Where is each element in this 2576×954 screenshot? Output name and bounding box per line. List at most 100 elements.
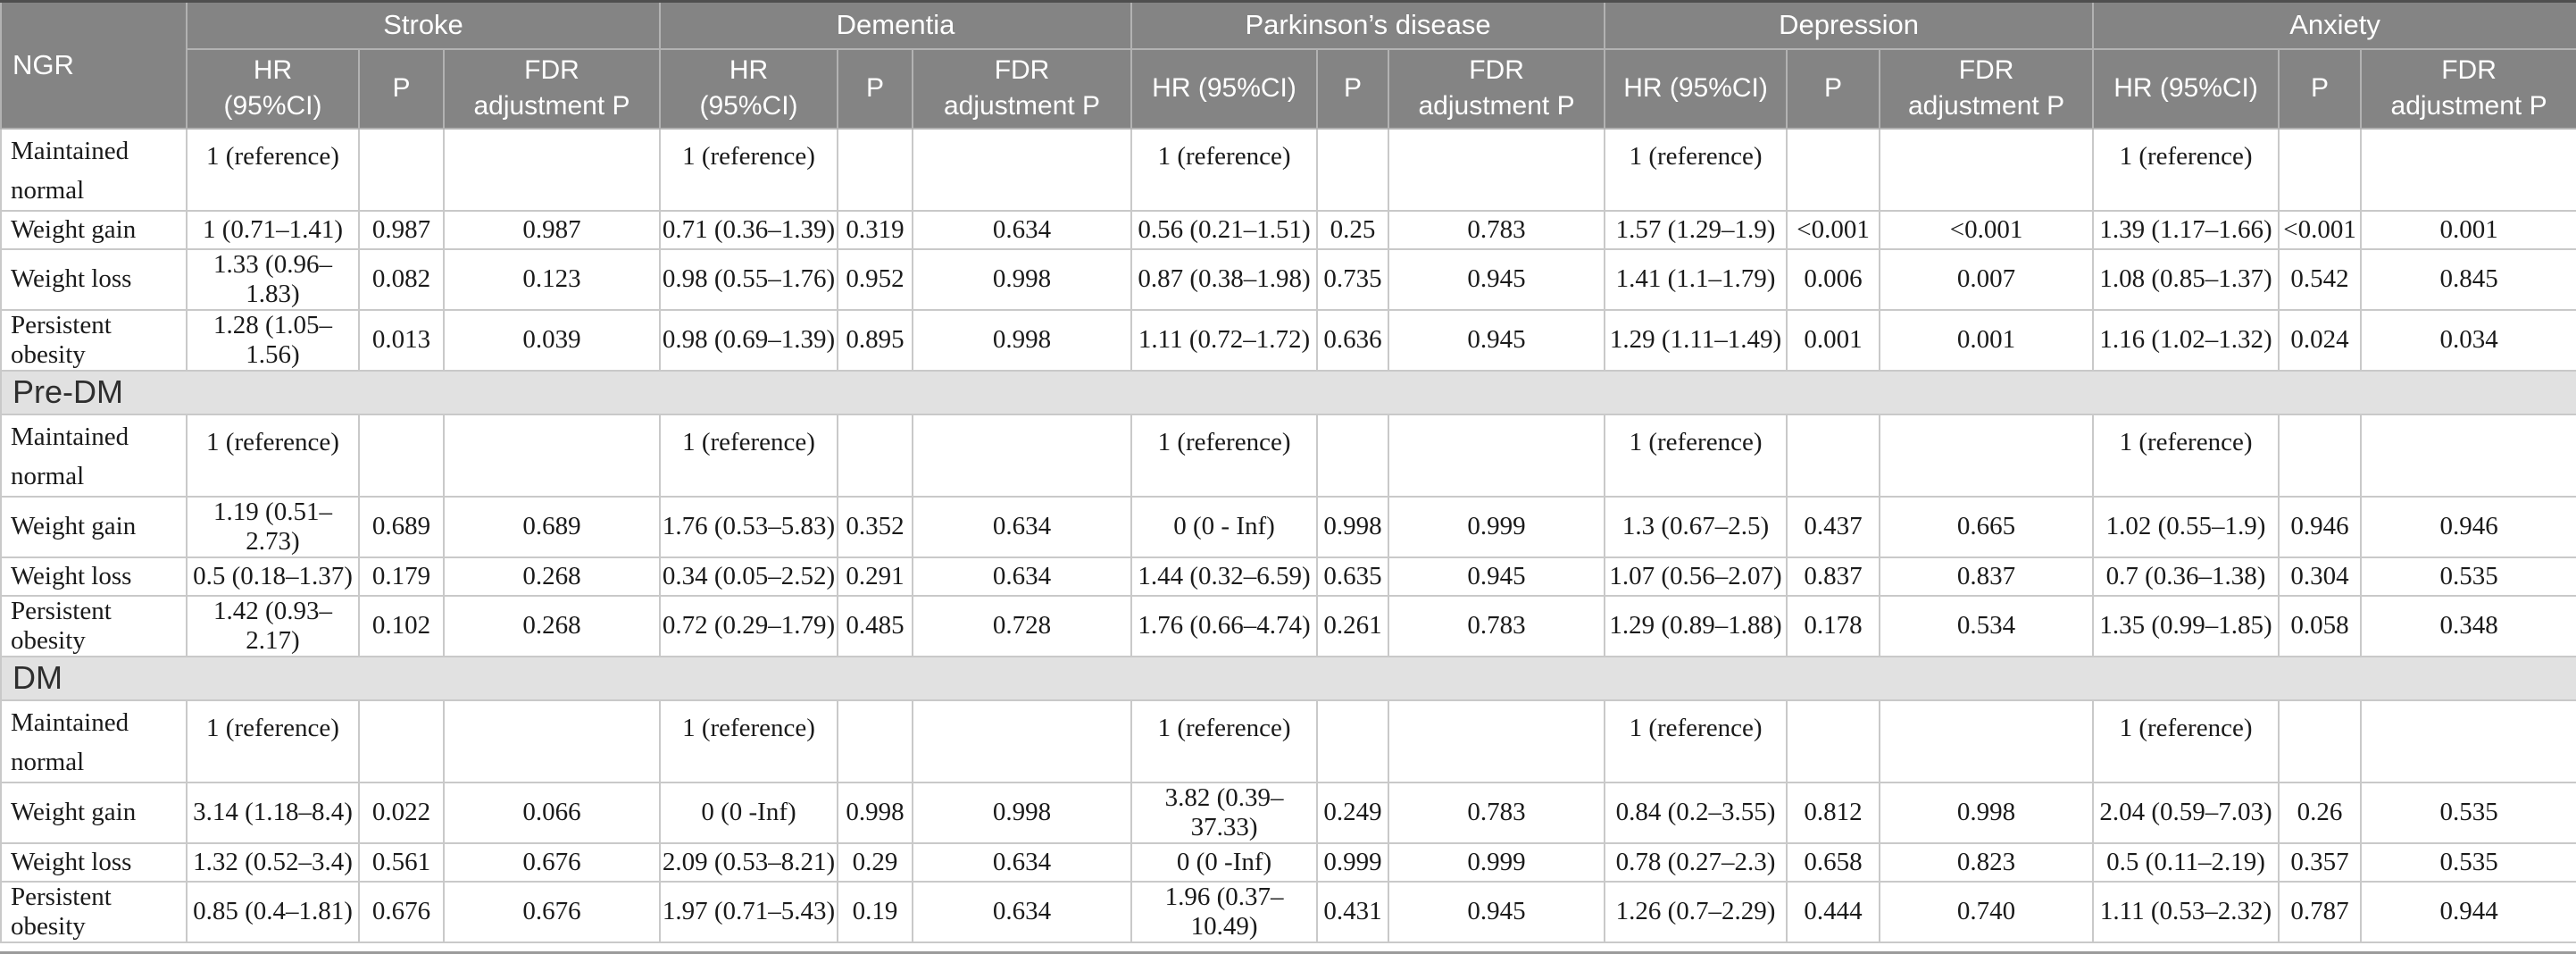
hr-cell: 0.84 (0.2–3.55) <box>1604 781 1788 844</box>
fdr-cell: 0.945 <box>1388 308 1606 372</box>
hr-cell: 1 (reference) <box>659 413 839 498</box>
section-band-dm: DM <box>0 655 2576 701</box>
p-cell: 0.352 <box>837 495 914 558</box>
fdr-cell: <0.001 <box>1879 209 2095 250</box>
p-cell: 0.437 <box>1786 495 1881 558</box>
hr-cell: 1 (reference) <box>2092 127 2280 212</box>
p-cell <box>2278 413 2363 498</box>
subheader-p-stroke: P <box>358 47 445 130</box>
hr-cell: 1 (reference) <box>1130 699 1319 783</box>
fdr-cell <box>2360 127 2576 212</box>
hr-cell: 2.09 (0.53–8.21) <box>659 841 839 883</box>
fdr-cell <box>912 699 1133 783</box>
fdr-cell: 0.676 <box>442 841 662 883</box>
row-label: Persistent obesity <box>0 308 188 372</box>
fdr-cell: 0.001 <box>1879 308 2095 372</box>
fdr-cell <box>1388 699 1606 783</box>
subheader-p-parkinsons: P <box>1316 47 1390 130</box>
fdr-cell <box>442 127 662 212</box>
p-cell <box>1316 699 1390 783</box>
row-label: Weight loss <box>0 841 188 883</box>
hr-cell: 0.87 (0.38–1.98) <box>1130 247 1319 311</box>
p-cell: 0.001 <box>1786 308 1881 372</box>
p-cell: 0.431 <box>1316 880 1390 943</box>
hr-cell: 1.32 (0.52–3.4) <box>186 841 360 883</box>
table-row: Weight loss 1.32 (0.52–3.4) 0.561 0.676 2.09… <box>0 841 2576 883</box>
p-cell: 0.787 <box>2278 880 2363 943</box>
hr-cell: 1.29 (1.11–1.49) <box>1604 308 1788 372</box>
subheader-fdr-line1: FDR <box>1469 54 1524 85</box>
p-cell <box>1316 127 1390 212</box>
fdr-cell: 0.039 <box>442 308 662 372</box>
fdr-cell: 0.066 <box>442 781 662 844</box>
p-cell <box>1786 413 1881 498</box>
hr-cell: 1 (reference) <box>1604 127 1788 212</box>
fdr-cell: 0.740 <box>1879 880 2095 943</box>
subheader-p-depression: P <box>1786 47 1881 130</box>
p-cell: 0.658 <box>1786 841 1881 883</box>
table-bottom-rule <box>0 950 2576 954</box>
section-band-pre-dm: Pre-DM <box>0 369 2576 415</box>
p-cell <box>837 413 914 498</box>
fdr-cell: 0.665 <box>1879 495 2095 558</box>
hr-cell: 0.78 (0.27–2.3) <box>1604 841 1788 883</box>
table-row: Weight loss 1.33 (0.96–1.83) 0.082 0.123 0.9… <box>0 247 2576 311</box>
fdr-cell: 0.123 <box>442 247 662 311</box>
subheader-hr-line1: HR <box>729 54 769 85</box>
corner-header-ngr: NGR <box>0 0 188 130</box>
subheader-fdr-line2: adjustment P <box>2390 91 2547 121</box>
subheader-fdr-line2: adjustment P <box>1908 91 2065 121</box>
hr-cell: 1 (reference) <box>186 127 360 212</box>
hr-cell: 1 (reference) <box>2092 413 2280 498</box>
p-cell: 0.249 <box>1316 781 1390 844</box>
p-cell: 0.999 <box>1316 841 1390 883</box>
subheader-fdr-line1: FDR <box>524 54 579 85</box>
p-cell: 0.102 <box>358 594 445 657</box>
group-header-row: NGR Stroke Dementia Parkinson’s disease … <box>0 0 2576 130</box>
hr-cell: 0.56 (0.21–1.51) <box>1130 209 1319 250</box>
hr-cell: 0.5 (0.18–1.37) <box>186 556 360 597</box>
subheader-p-dementia: P <box>837 47 914 130</box>
fdr-cell: 0.845 <box>2360 247 2576 311</box>
fdr-cell: 0.634 <box>912 841 1133 883</box>
fdr-cell: 0.634 <box>912 556 1133 597</box>
fdr-cell <box>912 127 1133 212</box>
p-cell <box>1786 699 1881 783</box>
hr-cell: 1.3 (0.67–2.5) <box>1604 495 1788 558</box>
p-cell: 0.895 <box>837 308 914 372</box>
hr-cell: 3.82 (0.39–37.33) <box>1130 781 1319 844</box>
row-label: Weight gain <box>0 209 188 250</box>
subheader-fdr-line1: FDR <box>994 54 1050 85</box>
hr-cell: 1.35 (0.99–1.85) <box>2092 594 2280 657</box>
p-cell: 0.998 <box>837 781 914 844</box>
p-cell <box>2278 127 2363 212</box>
hr-cell: 1 (reference) <box>1130 413 1319 498</box>
subheader-fdr-depression: FDR adjustment P <box>1879 47 2095 130</box>
row-label: Persistent obesity <box>0 880 188 943</box>
hr-cell: 1.07 (0.56–2.07) <box>1604 556 1788 597</box>
fdr-cell <box>442 413 662 498</box>
hr-cell: 1.96 (0.37–10.49) <box>1130 880 1319 943</box>
fdr-cell: 0.268 <box>442 556 662 597</box>
fdr-cell: 0.823 <box>1879 841 2095 883</box>
table-row: Weight gain 3.14 (1.18–8.4) 0.022 0.066 0 (0… <box>0 781 2576 844</box>
subheader-fdr-anxiety: FDR adjustment P <box>2360 47 2576 130</box>
fdr-cell <box>442 699 662 783</box>
subheader-hr-line2: (95%CI) <box>223 91 322 121</box>
hr-cell: 1.42 (0.93–2.17) <box>186 594 360 657</box>
table-row: Persistent obesity 1.28 (1.05–1.56) 0.013 0… <box>0 308 2576 372</box>
fdr-cell <box>912 413 1133 498</box>
hr-cell: 1 (reference) <box>1604 699 1788 783</box>
p-cell: 0.812 <box>1786 781 1881 844</box>
p-cell: 0.024 <box>2278 308 2363 372</box>
fdr-cell: 0.534 <box>1879 594 2095 657</box>
p-cell: 0.636 <box>1316 308 1390 372</box>
row-label: Weight gain <box>0 781 188 844</box>
hr-cell: 0.71 (0.36–1.39) <box>659 209 839 250</box>
p-cell: 0.058 <box>2278 594 2363 657</box>
hr-cell: 1.39 (1.17–1.66) <box>2092 209 2280 250</box>
p-cell: 0.987 <box>358 209 445 250</box>
p-cell <box>358 127 445 212</box>
hr-cell: 1 (0.71–1.41) <box>186 209 360 250</box>
table-header: NGR Stroke Dementia Parkinson’s disease … <box>0 0 2576 130</box>
